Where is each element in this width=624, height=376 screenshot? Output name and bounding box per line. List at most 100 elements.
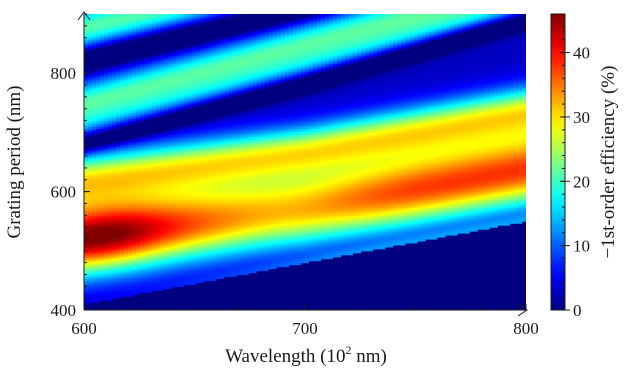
heatmap-cell: [120, 193, 125, 197]
heatmap-cell: [104, 278, 109, 281]
heatmap-cell: [108, 85, 113, 88]
heatmap-cell: [100, 112, 105, 116]
heatmap-cell: [120, 258, 125, 262]
heatmap-cell: [84, 221, 89, 224]
heatmap-cell: [100, 51, 105, 55]
heatmap-cell: [108, 140, 113, 143]
heatmap-cell: [88, 191, 93, 195]
heatmap-cell: [104, 96, 109, 100]
heatmap-cell: [92, 77, 97, 80]
heatmap-cell: [88, 306, 93, 309]
heatmap-cell: [84, 231, 89, 234]
heatmap-cell: [116, 160, 121, 163]
heatmap-cell: [112, 272, 117, 276]
heatmap-cell: [92, 290, 97, 293]
heatmap-cell: [100, 130, 105, 133]
heatmap-cell: [100, 35, 105, 39]
heatmap-cell: [112, 256, 117, 260]
heatmap-cell: [112, 31, 117, 35]
heatmap-cell: [104, 94, 109, 98]
heatmap-cell: [108, 235, 113, 238]
heatmap-cell: [96, 276, 101, 280]
heatmap-cell: [88, 126, 93, 130]
heatmap-cell: [120, 296, 125, 299]
heatmap-cell: [104, 163, 109, 167]
heatmap-cell: [84, 240, 89, 244]
heatmap-cell: [88, 244, 93, 248]
heatmap-cell: [120, 75, 125, 78]
heatmap-cell: [92, 19, 97, 23]
heatmap-cell: [100, 25, 105, 29]
heatmap-cell: [116, 258, 121, 262]
heatmap-cell: [84, 96, 89, 100]
heatmap-cell: [100, 177, 105, 181]
heatmap-cell: [88, 152, 93, 155]
heatmap-cell: [96, 92, 101, 96]
heatmap-cell: [84, 156, 89, 159]
heatmap-cell: [96, 31, 101, 35]
heatmap-cell: [104, 197, 109, 201]
heatmap-cell: [108, 116, 113, 120]
heatmap-cell: [88, 31, 93, 35]
heatmap-cell: [108, 81, 113, 84]
heatmap-cell: [84, 81, 89, 84]
heatmap-cell: [96, 221, 101, 224]
heatmap-cell: [88, 165, 93, 169]
heatmap-cell: [84, 185, 89, 189]
heatmap-cell: [84, 197, 89, 201]
heatmap-cell: [92, 235, 97, 238]
heatmap-cell: [100, 106, 105, 110]
heatmap-cell: [120, 21, 125, 25]
heatmap-cell: [120, 213, 125, 216]
heatmap-cell: [116, 304, 121, 307]
heatmap-cell: [108, 17, 113, 21]
heatmap-cell: [104, 195, 109, 199]
heatmap-cell: [112, 59, 117, 62]
heatmap-cell: [112, 250, 117, 254]
heatmap-cell: [88, 21, 93, 25]
heatmap-cell: [84, 146, 89, 149]
heatmap-cell: [108, 199, 113, 203]
heatmap-cell: [100, 108, 105, 112]
heatmap-cell: [84, 122, 89, 126]
heatmap-cell: [108, 112, 113, 116]
heatmap-cell: [120, 83, 125, 86]
heatmap-cell: [84, 102, 89, 106]
heatmap-cell: [100, 264, 105, 268]
heatmap-cell: [108, 197, 113, 201]
heatmap-cell: [88, 242, 93, 246]
heatmap-cell: [84, 173, 89, 177]
heatmap-cell: [88, 124, 93, 128]
heatmap-cell: [92, 223, 97, 226]
heatmap-cell: [92, 146, 97, 149]
heatmap-cell: [92, 248, 97, 252]
heatmap-cell: [84, 217, 89, 220]
heatmap-cell: [88, 79, 93, 82]
heatmap-cell: [124, 304, 129, 307]
heatmap-cell: [88, 128, 93, 132]
heatmap-cell: [120, 304, 125, 307]
heatmap-cell: [116, 193, 121, 197]
heatmap-cell: [116, 132, 121, 135]
heatmap-cell: [116, 134, 121, 137]
heatmap-cell: [120, 252, 125, 256]
heatmap-cell: [92, 272, 97, 276]
heatmap-cell: [92, 118, 97, 122]
heatmap-cell: [96, 59, 101, 62]
heatmap-cell: [88, 215, 93, 218]
heatmap-cell: [84, 195, 89, 199]
heatmap-cell: [88, 61, 93, 64]
heatmap-cell: [108, 55, 113, 59]
heatmap-cell: [116, 229, 121, 232]
heatmap-cell: [108, 148, 113, 151]
heatmap-cell: [108, 233, 113, 236]
heatmap-cell: [120, 306, 125, 309]
heatmap-cell: [124, 260, 129, 264]
heatmap-cell: [104, 87, 109, 90]
heatmap-cell: [84, 272, 89, 276]
heatmap-cell: [88, 294, 93, 297]
heatmap-cell: [88, 177, 93, 181]
heatmap-cell: [120, 17, 125, 21]
heatmap-cell: [88, 238, 93, 242]
heatmap-cell: [112, 260, 117, 264]
